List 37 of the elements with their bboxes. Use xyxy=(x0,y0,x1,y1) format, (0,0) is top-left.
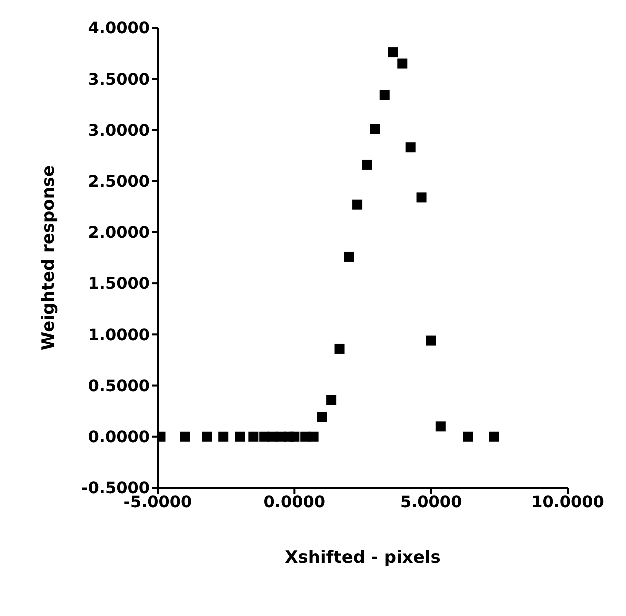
point xyxy=(352,200,363,210)
y-tick-label: 3.0000 xyxy=(88,120,150,140)
point xyxy=(248,432,259,442)
point xyxy=(388,48,398,58)
y-tick-label: 2.0000 xyxy=(88,223,150,242)
point xyxy=(202,432,212,442)
x-tick-label: 10.0000 xyxy=(532,492,604,512)
point xyxy=(426,336,436,346)
point xyxy=(362,160,372,170)
y-tick-label: 4.0000 xyxy=(88,18,150,38)
y-tick-label: 1.5000 xyxy=(88,274,150,294)
point xyxy=(370,124,380,134)
x-tick-label: 5.0000 xyxy=(400,492,462,512)
y-tick-label: 0.5000 xyxy=(88,376,150,396)
point xyxy=(308,432,319,442)
point xyxy=(180,432,190,442)
point xyxy=(317,412,327,422)
point xyxy=(218,432,229,442)
y-tick-label: 1.0000 xyxy=(88,325,150,344)
point xyxy=(489,432,500,442)
y-tick-label: 2.5000 xyxy=(88,172,150,192)
point xyxy=(344,252,354,262)
point xyxy=(436,422,446,432)
x-axis-title: Xshifted - pixels xyxy=(285,548,441,568)
point xyxy=(334,344,345,354)
point xyxy=(235,432,245,442)
y-axis-title: Weighted response xyxy=(39,165,60,351)
point xyxy=(380,90,390,100)
y-tick-label: 0.0000 xyxy=(88,428,150,447)
x-tick-label: 0.0000 xyxy=(264,492,326,512)
y-tick-label: 3.5000 xyxy=(88,70,150,89)
point xyxy=(406,142,416,153)
point xyxy=(463,432,474,442)
point xyxy=(416,192,427,203)
point xyxy=(326,395,337,406)
point xyxy=(398,58,408,69)
point xyxy=(290,432,300,442)
